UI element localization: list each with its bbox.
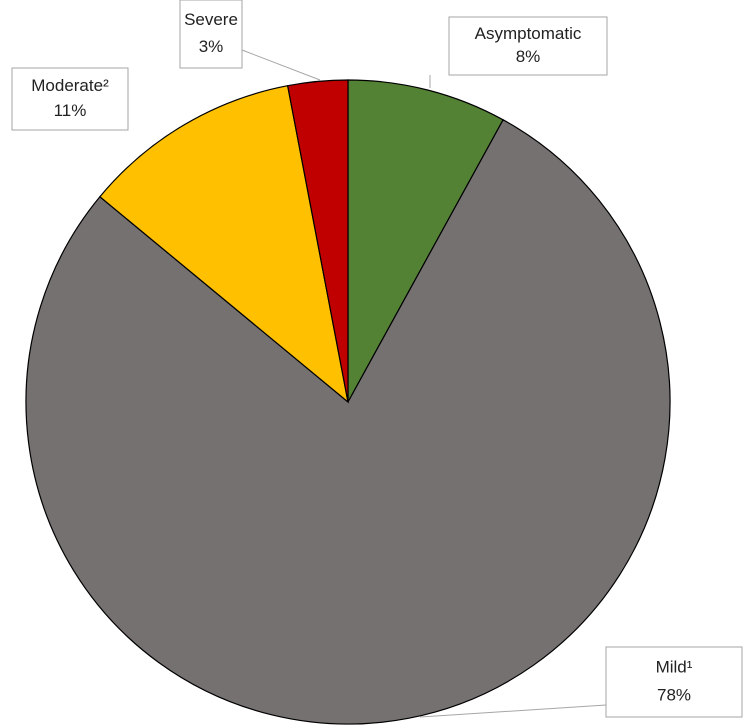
label-box [605,646,743,718]
value-label: 11% [54,101,87,120]
label-box [179,0,243,69]
label-box [11,67,129,131]
pie-slice [25,119,671,725]
pie-slice [286,79,349,403]
category-label: Severe [184,10,238,29]
category-label: Mild¹ [656,657,693,676]
category-label: Moderate² [31,76,109,95]
value-label: 3% [199,37,224,56]
pie-slice [347,79,504,403]
value-label: 78% [657,685,691,704]
leader-line [241,49,321,81]
pie-slice [99,85,349,404]
label-box [448,16,608,76]
category-label: Asymptomatic [475,24,582,43]
leader-line [419,704,607,718]
value-label: 8% [516,47,541,66]
